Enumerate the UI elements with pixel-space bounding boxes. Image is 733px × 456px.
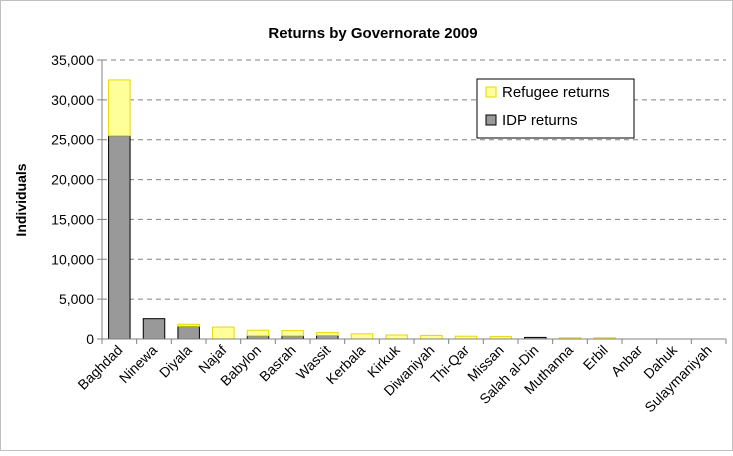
- legend-swatch: [485, 86, 497, 98]
- legend-swatch: [485, 114, 497, 126]
- gridlines: [102, 59, 726, 300]
- y-tick-label: 0: [86, 331, 94, 347]
- chart-title: Returns by Governorate 2009: [268, 25, 477, 42]
- bar-refugee-returns: [246, 329, 270, 337]
- bar-refugee-returns: [177, 323, 200, 327]
- y-axis-label: Individuals: [13, 163, 29, 236]
- y-axis-ticks: 0 5,000 10,000 15,000 20,000 25,000 30,000 35,0…: [51, 52, 102, 347]
- y-tick-label: 25,000: [51, 132, 94, 148]
- bar-refugee-returns: [108, 79, 131, 137]
- bar-idp-returns: [108, 135, 131, 340]
- bar-refugee-returns: [212, 326, 235, 340]
- bar-refugee-returns: [385, 334, 408, 340]
- bar-refugee-returns: [350, 333, 374, 340]
- y-tick-label: 15,000: [51, 211, 94, 227]
- bar-idp-returns: [316, 334, 339, 340]
- legend-box: [476, 78, 635, 139]
- y-tick-label: 35,000: [51, 52, 94, 68]
- legend: Refugee returns IDP returns: [476, 78, 635, 139]
- y-tick-label: 10,000: [51, 251, 94, 267]
- y-tick-label: 20,000: [51, 172, 94, 188]
- bar-idp-returns: [142, 318, 166, 340]
- bar-refugee-returns: [316, 332, 339, 336]
- bar-refugee-returns: [281, 330, 304, 337]
- legend-label: Refugee returns: [502, 84, 610, 101]
- y-tick-label: 30,000: [51, 92, 94, 108]
- bar-idp-returns: [177, 325, 200, 340]
- bars: [108, 79, 616, 340]
- legend-label: IDP returns: [502, 112, 578, 129]
- y-tick-label: 5,000: [59, 291, 94, 307]
- bar-refugee-returns: [420, 334, 443, 340]
